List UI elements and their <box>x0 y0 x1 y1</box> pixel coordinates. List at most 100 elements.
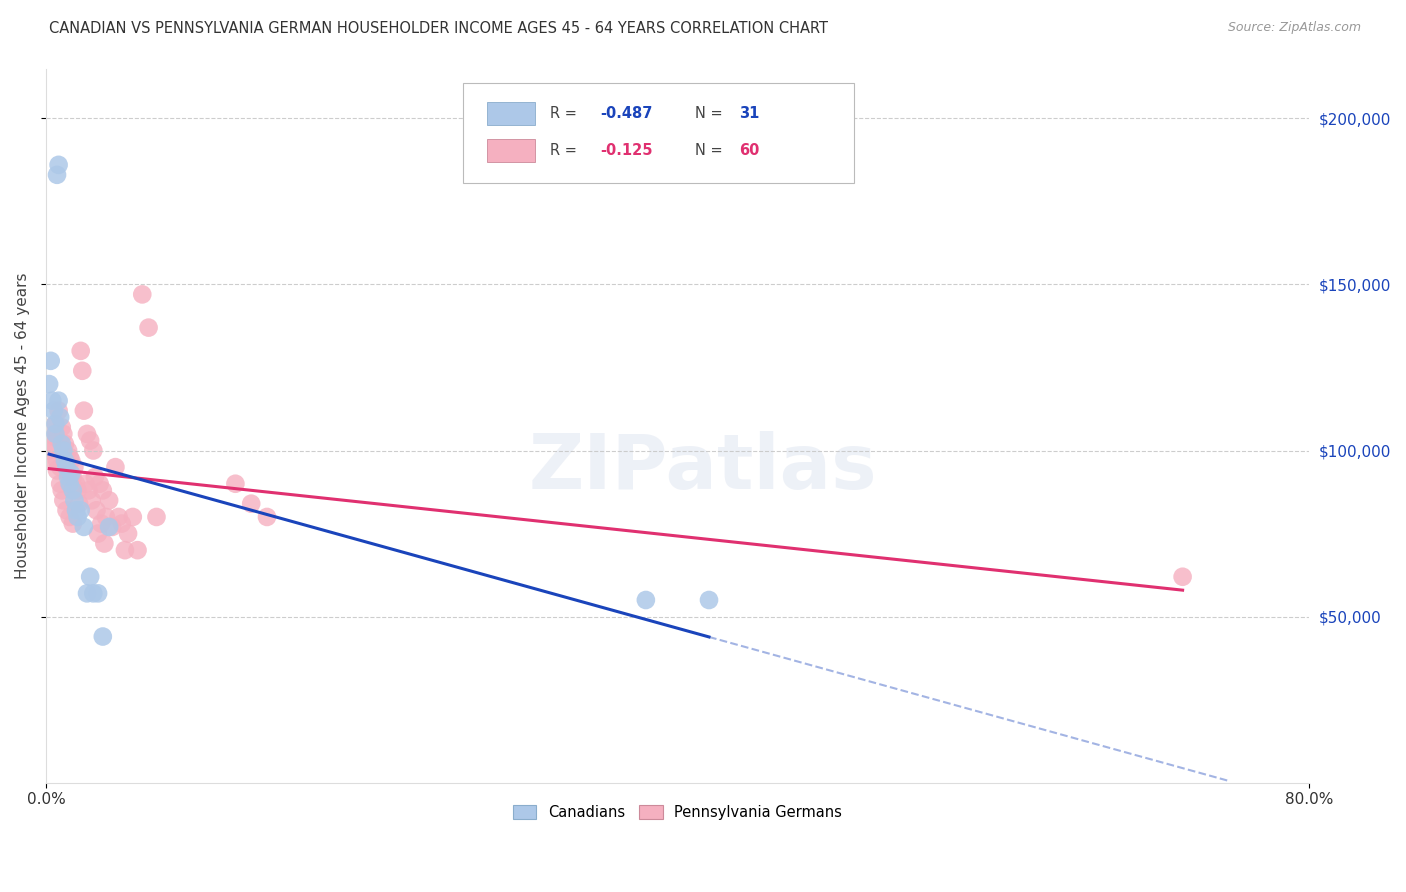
Point <box>104 460 127 475</box>
Point <box>69 343 91 358</box>
Point <box>60 467 83 481</box>
Point <box>67 497 90 511</box>
FancyBboxPatch shape <box>486 102 534 125</box>
Point <box>51 420 73 434</box>
Point <box>48 158 70 172</box>
Point <box>51 437 73 451</box>
Point <box>127 543 149 558</box>
Point <box>89 476 111 491</box>
Point <box>86 503 108 517</box>
Point <box>48 393 70 408</box>
Point <box>90 516 112 531</box>
Point <box>44 430 66 444</box>
Point <box>634 593 657 607</box>
Point <box>84 470 107 484</box>
Point <box>41 393 63 408</box>
Point <box>52 493 75 508</box>
Point <box>76 426 98 441</box>
Point <box>73 520 96 534</box>
Point <box>59 510 82 524</box>
Text: CANADIAN VS PENNSYLVANIA GERMAN HOUSEHOLDER INCOME AGES 45 - 64 YEARS CORRELATIO: CANADIAN VS PENNSYLVANIA GERMAN HOUSEHOL… <box>49 21 828 36</box>
FancyBboxPatch shape <box>486 139 534 162</box>
Text: R =: R = <box>550 143 582 158</box>
Point <box>114 543 136 558</box>
Point <box>65 476 87 491</box>
Text: N =: N = <box>695 106 727 121</box>
Text: -0.487: -0.487 <box>600 106 652 121</box>
Text: 31: 31 <box>740 106 759 121</box>
Point <box>80 493 103 508</box>
Point <box>82 586 104 600</box>
Point <box>38 377 60 392</box>
Point <box>42 403 65 417</box>
Point <box>53 437 76 451</box>
FancyBboxPatch shape <box>463 83 855 183</box>
Point <box>53 453 76 467</box>
Point <box>55 460 77 475</box>
Point <box>77 483 100 498</box>
Point <box>39 354 62 368</box>
Point <box>46 453 69 467</box>
Point <box>66 483 89 498</box>
Point <box>107 510 129 524</box>
Point <box>101 520 124 534</box>
Point <box>44 426 66 441</box>
Point <box>55 460 77 475</box>
Point <box>51 483 73 498</box>
Point <box>91 630 114 644</box>
Text: 60: 60 <box>740 143 759 158</box>
Point <box>79 570 101 584</box>
Point <box>93 536 115 550</box>
Point <box>79 434 101 448</box>
Point <box>1171 570 1194 584</box>
Point <box>44 417 66 431</box>
Point <box>49 410 72 425</box>
Legend: Canadians, Pennsylvania Germans: Canadians, Pennsylvania Germans <box>506 798 848 825</box>
Point <box>46 168 69 182</box>
Point <box>48 403 70 417</box>
Point <box>62 470 84 484</box>
Point <box>59 476 82 491</box>
Point <box>72 364 94 378</box>
Text: R =: R = <box>550 106 582 121</box>
Point <box>98 520 121 534</box>
Point <box>60 453 83 467</box>
Point <box>94 510 117 524</box>
Point <box>63 493 86 508</box>
Point <box>91 483 114 498</box>
Point <box>131 287 153 301</box>
Point <box>62 483 84 498</box>
Point <box>56 443 79 458</box>
Point <box>240 497 263 511</box>
Point <box>55 503 77 517</box>
Point <box>66 510 89 524</box>
Point <box>63 460 86 475</box>
Point <box>65 503 87 517</box>
Point <box>69 503 91 517</box>
Point <box>98 493 121 508</box>
Text: -0.125: -0.125 <box>600 143 652 158</box>
Point <box>111 516 134 531</box>
Text: Source: ZipAtlas.com: Source: ZipAtlas.com <box>1227 21 1361 34</box>
Point <box>52 426 75 441</box>
Point <box>46 463 69 477</box>
Point <box>138 320 160 334</box>
Point <box>87 586 110 600</box>
Point <box>42 453 65 467</box>
Point <box>41 437 63 451</box>
Point <box>52 443 75 458</box>
Point <box>697 593 720 607</box>
Point <box>76 586 98 600</box>
Point <box>39 420 62 434</box>
Point <box>62 516 84 531</box>
Point <box>49 476 72 491</box>
Text: ZIPatlas: ZIPatlas <box>529 432 877 506</box>
Point <box>87 526 110 541</box>
Point <box>224 476 246 491</box>
Point <box>38 443 60 458</box>
Point <box>75 476 97 491</box>
Point <box>82 443 104 458</box>
Point <box>73 403 96 417</box>
Point <box>56 470 79 484</box>
Point <box>59 450 82 465</box>
